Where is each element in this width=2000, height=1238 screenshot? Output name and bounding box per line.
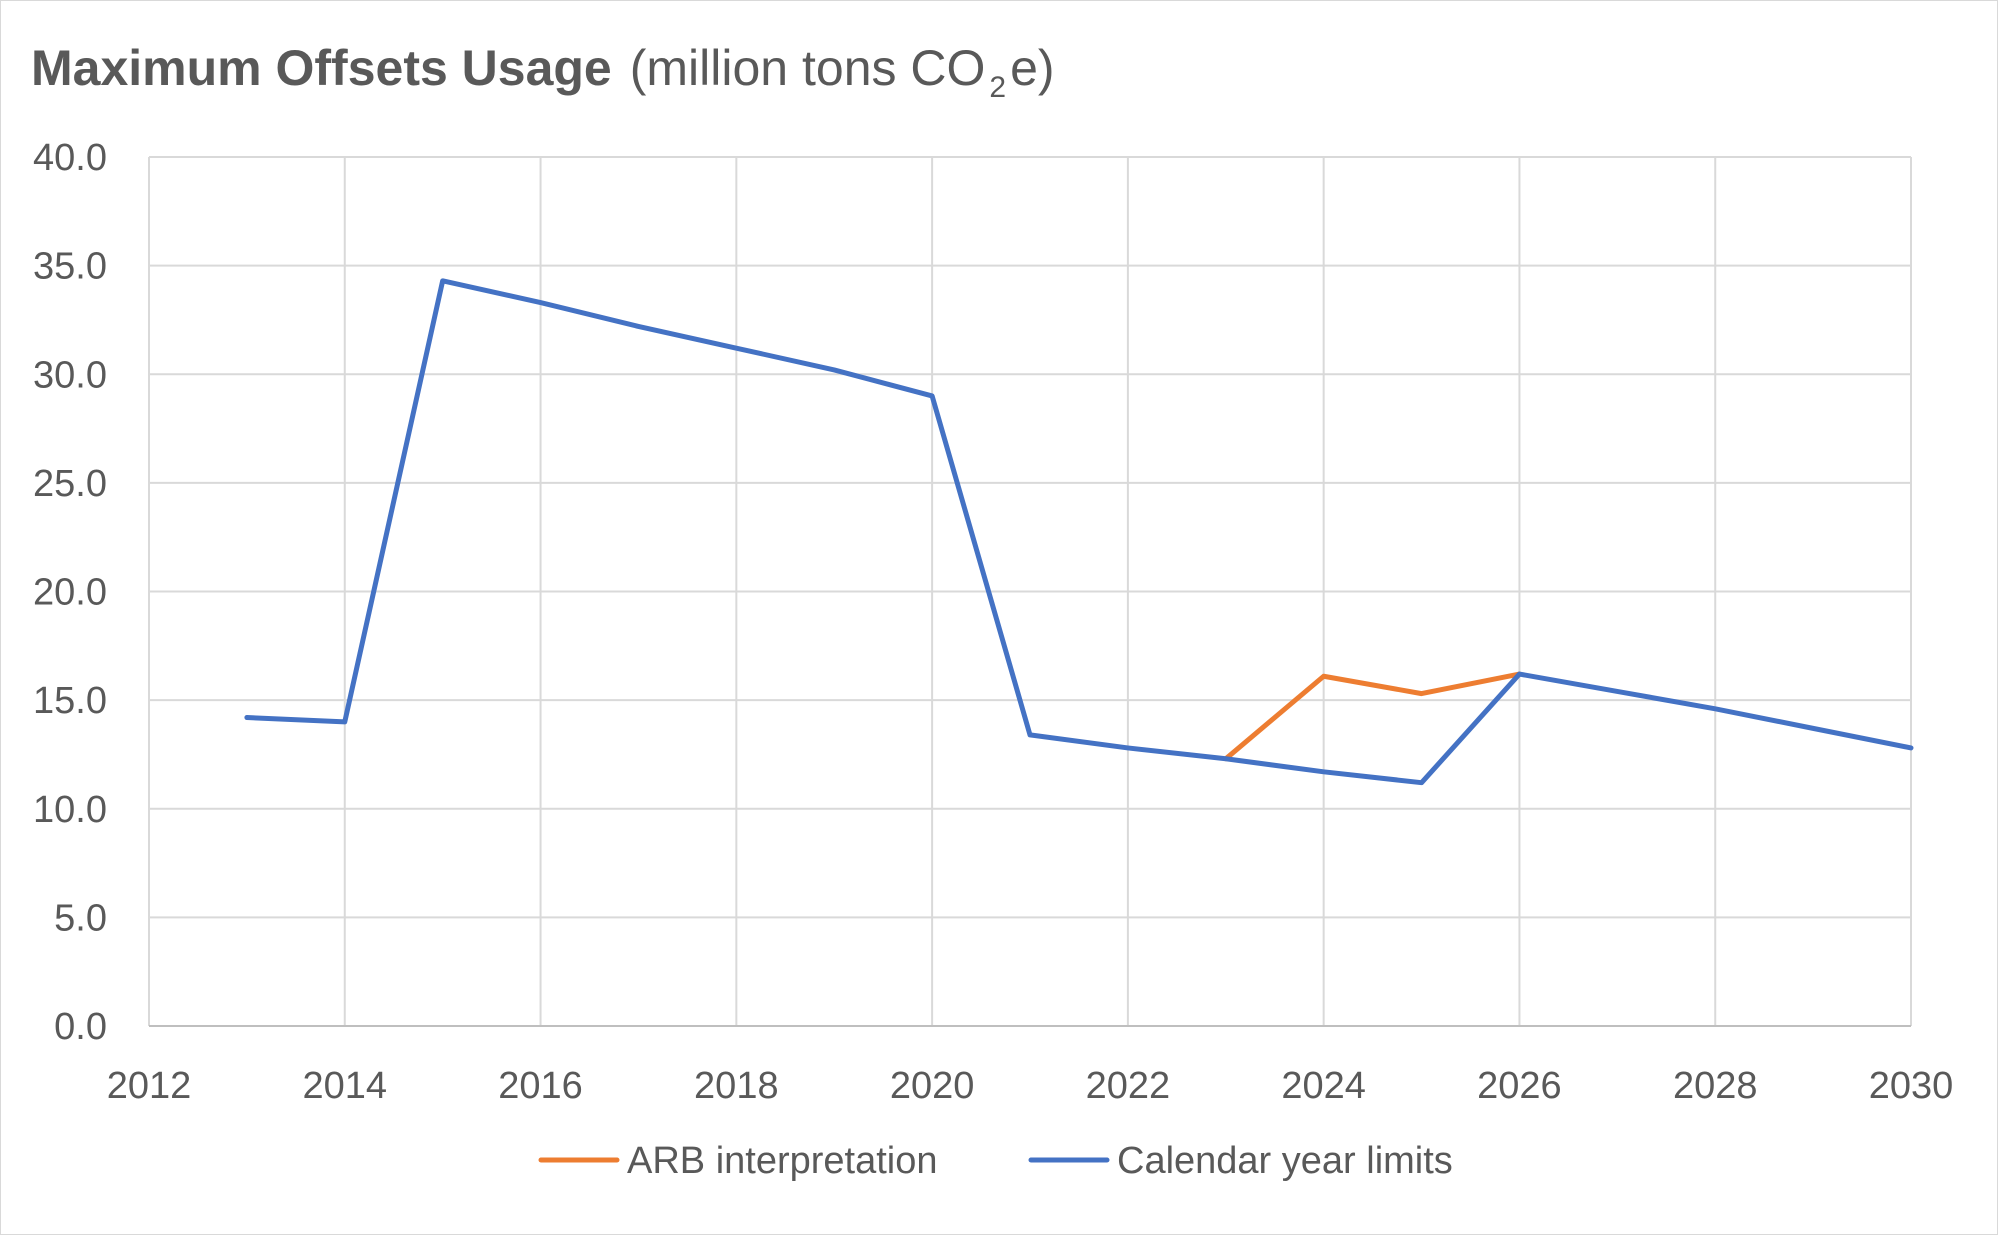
chart-subtitle-suffix: e) — [1010, 40, 1054, 96]
y-tick-label: 15.0 — [33, 680, 107, 722]
grid-layer — [148, 156, 1912, 1027]
y-tick-label: 35.0 — [33, 246, 107, 288]
x-tick-label: 2012 — [107, 1065, 192, 1107]
legend-label: ARB interpretation — [627, 1140, 938, 1182]
legend: ARB interpretation Calendar year limits — [538, 1140, 1453, 1182]
y-tick-label: 10.0 — [33, 789, 107, 831]
y-tick-label: 30.0 — [33, 354, 107, 396]
x-tick-label: 2020 — [890, 1065, 975, 1107]
y-tick-label: 5.0 — [54, 897, 107, 939]
x-tick-label: 2024 — [1281, 1065, 1366, 1107]
legend-label: Calendar year limits — [1117, 1140, 1453, 1182]
x-tick-label: 2022 — [1086, 1065, 1171, 1107]
y-tick-label: 20.0 — [33, 572, 107, 614]
x-tick-label: 2026 — [1477, 1065, 1562, 1107]
series-line-1 — [244, 278, 1914, 786]
x-axis-ticks: 2012 2014 2016 2018 2020 2022 2024 2026 2028 2030 — [107, 1065, 1954, 1107]
y-tick-label: 25.0 — [33, 463, 107, 505]
chart-title: Maximum Offsets Usage — [31, 40, 612, 96]
x-tick-label: 2014 — [303, 1065, 388, 1107]
x-tick-label: 2018 — [694, 1065, 779, 1107]
series-line-0 — [1223, 671, 1522, 762]
series-layer — [244, 278, 1914, 786]
y-axis-ticks: 0.0 5.0 10.0 15.0 20.0 25.0 30.0 35.0 40.0 — [33, 137, 107, 1048]
x-tick-label: 2016 — [498, 1065, 583, 1107]
x-tick-label: 2028 — [1673, 1065, 1758, 1107]
chart-subtitle-subscript: 2 — [989, 71, 1006, 104]
chart-title-text: Maximum Offsets Usage (million tons CO 2… — [31, 40, 1055, 104]
chart-subtitle-prefix: (million tons CO — [630, 40, 986, 96]
y-tick-label: 40.0 — [33, 137, 107, 179]
y-tick-label: 0.0 — [54, 1006, 107, 1048]
x-tick-label: 2030 — [1869, 1065, 1954, 1107]
